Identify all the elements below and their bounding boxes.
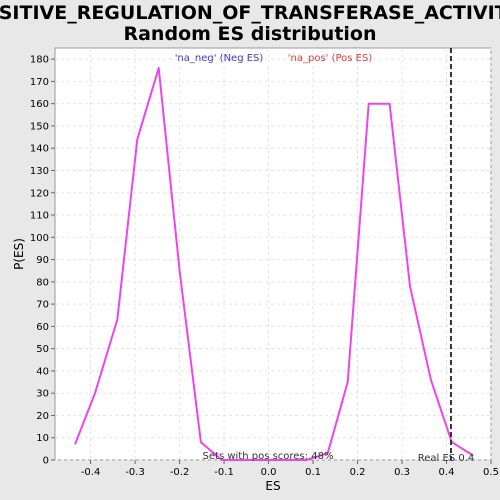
y-tick-label: 110 [30,211,49,222]
y-tick-label: 140 [30,144,49,155]
y-tick-label: 180 [30,55,49,66]
y-tick-label: 60 [36,322,49,333]
es-distribution-line [74,67,474,461]
real-es-annotation: Real ES 0.4 [418,453,474,464]
y-axis: 0 10 20 30 40 50 60 70 80 90 100 110 120 130 140 150 160… [30,55,55,467]
y-tick-label: 130 [30,166,49,177]
y-tick-label: 150 [30,121,49,132]
y-tick-label: 40 [36,366,49,377]
series-layer [74,67,474,461]
y-tick-label: 70 [36,300,49,311]
x-axis: -0.4 -0.3 -0.2 -0.1 0.0 0.1 0.2 0.3 0.4 0.5 [81,460,499,478]
chart-title-line2: Random ES distribution [123,23,376,45]
y-axis-label: P(ES) [12,238,26,270]
y-tick-label: 170 [30,77,49,88]
legend-neg-es: 'na_neg' (Neg ES) [175,53,264,64]
x-tick-label: -0.4 [81,467,101,478]
y-tick-label: 160 [30,99,49,110]
x-tick-label: 0.2 [350,467,366,478]
x-tick-label: 0.5 [483,467,499,478]
x-tick-label: 0.1 [305,467,321,478]
x-tick-label: 0.0 [261,467,277,478]
y-tick-label: 0 [43,456,49,467]
y-tick-label: 90 [36,255,49,266]
legend-pos-es: 'na_pos' (Pos ES) [288,53,373,64]
x-tick-label: 0.3 [394,467,410,478]
x-tick-label: -0.1 [214,467,234,478]
plot-area [54,47,492,461]
x-axis-label: ES [265,479,280,493]
y-tick-label: 30 [36,389,49,400]
x-tick-label: 0.4 [439,467,455,478]
y-tick-label: 50 [36,344,49,355]
y-tick-label: 120 [30,188,49,199]
y-tick-label: 100 [30,233,49,244]
x-tick-label: -0.2 [170,467,190,478]
y-tick-label: 80 [36,277,49,288]
chart-title-line1: POSITIVE_REGULATION_OF_TRANSFERASE_ACTIV… [0,2,500,24]
pos-scores-annotation: Sets with pos scores: 48% [203,451,334,462]
y-tick-label: 10 [36,433,49,444]
x-tick-label: -0.3 [125,467,145,478]
y-tick-label: 20 [36,411,49,422]
